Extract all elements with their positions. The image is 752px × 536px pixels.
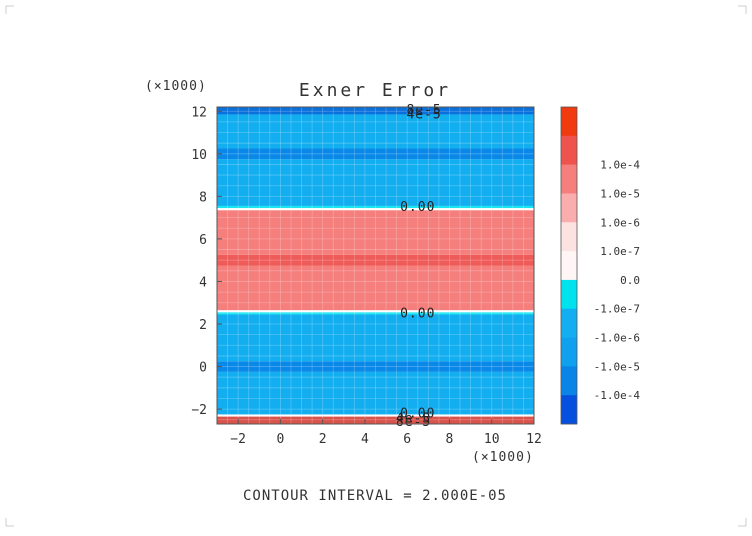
chart-title: Exner Error	[299, 80, 451, 101]
colorbar-label: 1.0e-7	[600, 245, 640, 258]
y-tick-label: 8	[199, 190, 207, 205]
band-8	[217, 254, 534, 266]
contour-label: 4e-5	[406, 107, 441, 122]
band-13	[217, 148, 534, 160]
colorbar-swatch	[561, 337, 577, 367]
band-7	[217, 265, 534, 311]
band-3	[217, 361, 534, 372]
colorbar-swatch	[561, 279, 577, 310]
colorbar-label: 1.0e-4	[600, 159, 640, 172]
y-tick-label: 0	[199, 361, 207, 376]
x-tick-label: 8	[446, 432, 454, 447]
colorbar-label: -1.0e-4	[594, 389, 641, 402]
band-0	[217, 416, 534, 424]
contour-label: 0.00	[400, 406, 435, 421]
contour-label: 0.00	[400, 200, 435, 215]
colorbar-swatch	[561, 366, 577, 396]
plot-frame	[216, 106, 535, 425]
colorbar-swatch	[561, 164, 577, 194]
x-tick-label: 10	[484, 432, 500, 447]
contour-interval-footer: CONTOUR INTERVAL = 2.000E-05	[243, 488, 507, 504]
band-6	[217, 310, 534, 313]
y-tick-label: 12	[191, 105, 207, 120]
colorbar-swatch	[561, 135, 577, 165]
band-14	[217, 114, 534, 149]
y-tick-label: −2	[191, 403, 207, 418]
colorbar-label: 1.0e-5	[600, 187, 640, 200]
y-axis: −2 0 2 4 6 8 10 12	[191, 105, 222, 418]
colorbar-swatch	[561, 251, 577, 281]
heatmap-bands	[217, 107, 534, 424]
band-5	[217, 312, 534, 315]
colorbar-swatch	[561, 107, 577, 137]
band-1	[217, 414, 534, 417]
x-tick-label: −2	[230, 432, 246, 447]
band-15	[217, 107, 534, 115]
colorbar-label: 1.0e-6	[600, 216, 640, 229]
contour-label: 0.00	[400, 306, 435, 321]
x-multiplier-label: (×1000)	[472, 450, 534, 465]
colorbar-frame	[560, 106, 578, 425]
x-tick-label: 12	[526, 432, 542, 447]
y-multiplier-label: (×1000)	[145, 79, 207, 94]
colorbar-label: -1.0e-7	[594, 303, 640, 316]
x-tick-label: 0	[276, 432, 284, 447]
band-12	[217, 159, 534, 206]
colorbar-label: -1.0e-5	[594, 360, 640, 373]
y-tick-label: 2	[199, 318, 207, 333]
y-tick-label: 10	[191, 148, 207, 163]
x-tick-label: 4	[361, 432, 369, 447]
band-9	[217, 210, 534, 255]
colorbar: 1.0e-4 1.0e-5 1.0e-6 1.0e-7 0.0 -1.0e-7 -1.0e-…	[560, 106, 641, 425]
x-tick-label: 6	[403, 432, 411, 447]
contour-label: 8e-5	[396, 415, 431, 430]
band-10	[217, 208, 534, 211]
colorbar-label: -1.0e-6	[594, 332, 640, 345]
colorbar-swatch	[561, 395, 577, 425]
crop-marks	[5, 5, 747, 527]
band-2	[217, 371, 534, 415]
y-tick-label: 4	[199, 275, 207, 290]
y-tick-label: 6	[199, 233, 207, 248]
colorbar-label: 0.0	[620, 274, 640, 287]
colorbar-swatch	[561, 222, 577, 252]
x-axis: −2 0 2 4 6 8 10 12	[230, 419, 542, 447]
x-tick-label: 2	[319, 432, 327, 447]
colorbar-swatch	[561, 193, 577, 223]
band-11	[217, 205, 534, 209]
band-4	[217, 314, 534, 362]
contour-label: 4e-5	[396, 412, 431, 427]
colorbar-swatch	[561, 308, 577, 338]
